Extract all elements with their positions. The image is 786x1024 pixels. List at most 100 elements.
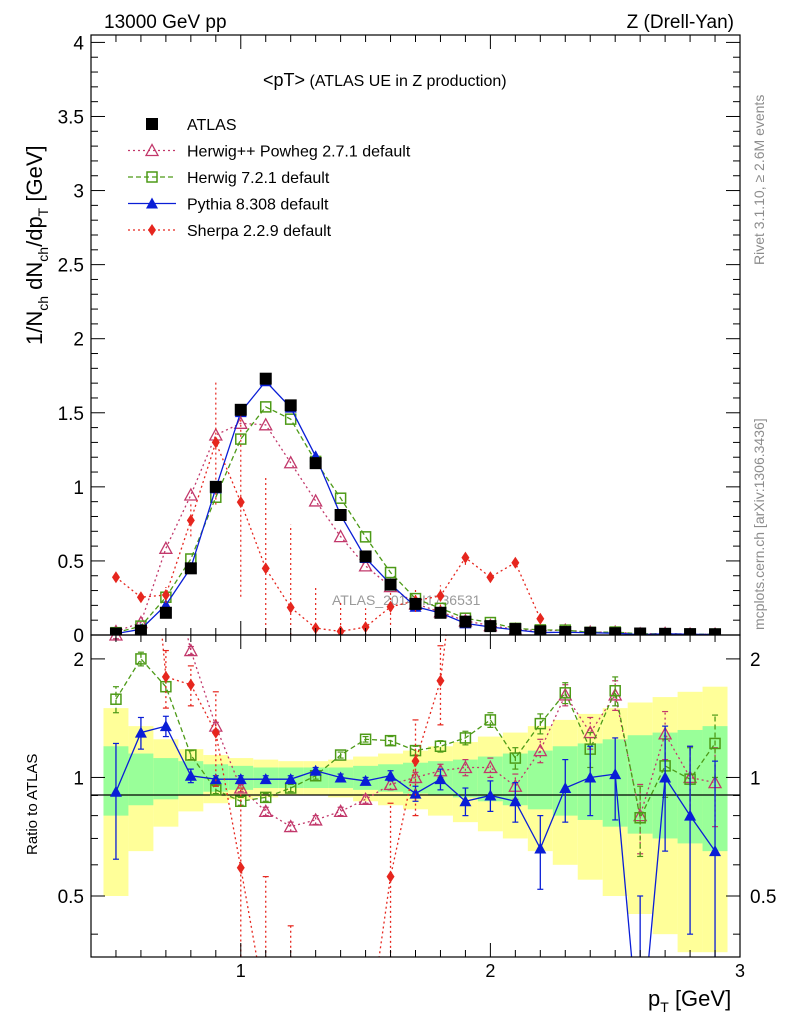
y-tick-label: 0	[73, 626, 84, 647]
data-point-atlas	[359, 550, 372, 563]
ratio-marker-sherpa	[262, 1002, 270, 1014]
ratio-marker-sherpa	[386, 870, 395, 883]
ratio-marker-sherpa	[436, 674, 445, 687]
legend-label-herwigpppp: Herwig++ Powheg 2.7.1 default	[187, 144, 411, 161]
ratio-marker-herwig	[359, 733, 372, 746]
ratio-marker-sherpa	[461, 471, 469, 483]
marker-herwigpppp	[258, 417, 273, 431]
x-axis-label: pT [GeV]	[648, 986, 731, 1015]
x-tick-label: 1	[236, 961, 246, 981]
marker-herwig	[384, 566, 397, 579]
marker-sherpa	[511, 556, 520, 569]
ratio-marker-pythia	[284, 773, 297, 785]
marker-sherpa	[461, 551, 470, 564]
ratio-marker-pythia	[259, 773, 272, 785]
y-tick-label: 1.5	[58, 404, 84, 425]
ratio-y-axis-label: Ratio to ATLAS	[24, 754, 41, 855]
header-right: Z (Drell-Yan)	[627, 12, 734, 33]
axes: 1 2 3 0 0.5 1 1.5 2 2.5 3 3.5 4 0.5 0.5 1 1 2 2	[58, 33, 777, 981]
data-point-atlas	[234, 403, 247, 416]
ratio-tick-label-left: 0.5	[58, 887, 84, 908]
ratio-marker-pythia	[209, 773, 222, 785]
marker-sherpa	[286, 601, 295, 614]
ratio-marker-pythia	[559, 782, 572, 794]
y-tick-label: 3	[73, 182, 84, 203]
ratio-tick-label-right: 1	[750, 768, 761, 789]
ratio-marker-sherpa	[536, 518, 544, 530]
reference-label: ATLAS_2014_I1736531	[332, 592, 481, 608]
header-left: 13000 GeV pp	[104, 12, 227, 33]
ratio-marker-pythia	[434, 773, 447, 785]
ratio-marker-pythia	[159, 720, 172, 732]
legend-label-atlas: ATLAS	[187, 117, 237, 134]
ratio-marker-pythia	[659, 771, 672, 783]
legend-marker-pythia	[146, 197, 158, 209]
ratio-marker-herwigpppp	[308, 812, 323, 826]
marker-herwig	[284, 413, 297, 425]
ratio-marker-sherpa	[511, 344, 519, 356]
series-line-sherpa	[115, 440, 541, 633]
ratio-marker-pythia	[384, 769, 397, 781]
ratio-marker-pythia	[334, 771, 347, 783]
marker-herwig	[259, 401, 272, 413]
legend-marker-herwigpppp	[144, 143, 160, 157]
ratio-marker-herwigpppp	[258, 804, 273, 818]
data-point-atlas	[259, 372, 272, 385]
site-watermark: mcplots.cern.ch [arXiv:1306.3436]	[751, 418, 767, 630]
marker-sherpa	[361, 621, 370, 634]
legend-label-sherpa: Sherpa 2.2.9 default	[187, 223, 332, 240]
marker-herwigpppp	[308, 493, 323, 507]
data-point-atlas	[159, 606, 172, 619]
marker-herwig	[334, 492, 347, 504]
svg-text:1/Nch dNch/dpT [GeV]: 1/Nch dNch/dpT [GeV]	[22, 145, 51, 345]
ratio-tick-label-left: 1	[73, 768, 84, 789]
ratio-marker-herwigpppp	[383, 777, 398, 791]
ratio-marker-sherpa	[236, 861, 245, 874]
ratio-marker-sherpa	[112, 145, 120, 157]
ratio-marker-herwig	[559, 687, 572, 699]
ratio-marker-sherpa	[411, 755, 420, 768]
y-tick-label: 4	[73, 33, 84, 54]
ratio-marker-pythia	[109, 785, 122, 797]
y-axis-label: 1/Nch dNch/dpT [GeV]	[22, 145, 51, 345]
ratio-marker-pythia	[309, 764, 322, 776]
ratio-marker-sherpa	[137, 405, 145, 417]
ratio-marker-sherpa	[186, 678, 195, 691]
marker-sherpa	[111, 571, 120, 584]
marker-sherpa	[386, 600, 395, 613]
legend-marker-atlas	[146, 118, 158, 130]
ratio-marker-herwig	[709, 737, 721, 750]
ratio-marker-herwig	[434, 740, 447, 753]
ratio-marker-pythia	[609, 768, 622, 780]
marker-sherpa	[236, 496, 245, 509]
ratio-marker-pythia	[509, 795, 522, 807]
ratio-marker-pythia	[534, 842, 547, 854]
ratio-marker-herwig	[634, 812, 646, 824]
ratio-marker-herwig	[534, 717, 547, 730]
y-tick-label: 1	[73, 478, 84, 499]
ratio-marker-herwig	[259, 791, 272, 804]
ratio-marker-herwigpppp	[458, 760, 473, 774]
legend-marker-sherpa	[148, 224, 156, 236]
legend-label-pythia: Pythia 8.308 default	[187, 197, 329, 214]
ratio-uncertainty-bands	[103, 686, 728, 953]
y-tick-label: 2	[73, 330, 84, 351]
data-point-atlas	[334, 509, 347, 521]
ratio-marker-herwigpppp	[408, 770, 423, 784]
ratio-tick-label-right: 2	[750, 650, 761, 671]
y-tick-label: 0.5	[58, 552, 84, 573]
ratio-marker-herwig	[135, 653, 147, 665]
ratio-marker-herwigpppp	[608, 687, 623, 701]
ratio-marker-herwigpppp	[533, 743, 548, 757]
ratio-panel-series	[108, 145, 723, 1014]
ratio-marker-herwigpppp	[358, 791, 373, 805]
ratio-marker-herwig	[484, 714, 497, 726]
ratio-line-sherpa	[161, 635, 447, 957]
marker-sherpa	[436, 589, 445, 602]
x-tick-label: 2	[485, 961, 495, 981]
ratio-marker-herwigpppp	[333, 804, 348, 818]
marker-sherpa	[161, 589, 170, 601]
marker-herwig	[359, 531, 372, 543]
ratio-line-herwig	[115, 657, 716, 820]
ratio-marker-herwig	[609, 685, 621, 697]
